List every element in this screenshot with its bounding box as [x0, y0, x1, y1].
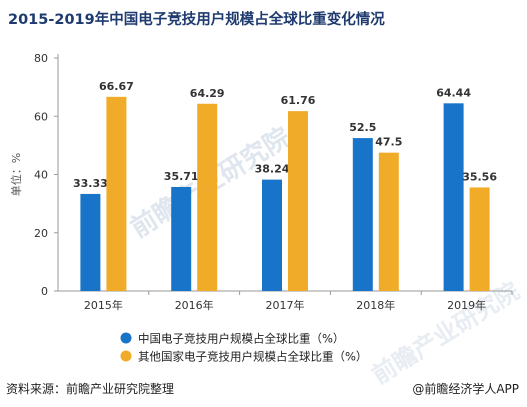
x-tick-label: 2016年	[175, 298, 214, 312]
y-tick-label: 40	[34, 169, 48, 182]
x-tick-label: 2017年	[266, 298, 305, 312]
y-tick-label: 20	[34, 227, 48, 240]
legend-label: 其他国家电子竞技用户规模占全球比重（%）	[138, 350, 367, 364]
data-label: 61.76	[281, 94, 316, 107]
source-note: 资料来源：前瞻产业研究院整理	[6, 382, 175, 396]
data-label: 64.29	[190, 87, 225, 100]
watermark-text-2: 前瞻产业研究院	[367, 277, 524, 390]
bar-china	[443, 103, 464, 291]
x-tick-label: 2019年	[447, 298, 486, 312]
legend-label: 中国电子竞技用户规模占全球比重（%）	[138, 332, 344, 346]
legend-marker	[120, 332, 132, 344]
bar-china	[171, 186, 192, 291]
credit-note: @前瞻经济学人APP	[412, 382, 519, 396]
data-label: 35.56	[462, 170, 497, 183]
y-axis-label: 单位：%	[9, 153, 23, 196]
bar-other	[288, 111, 308, 292]
bar-other	[197, 103, 218, 291]
bar-china	[80, 193, 101, 291]
x-tick-label: 2015年	[84, 298, 123, 312]
data-label: 33.33	[73, 177, 108, 190]
bar-other	[469, 187, 490, 291]
y-tick-label: 0	[41, 285, 48, 298]
data-label: 35.71	[164, 170, 199, 183]
bar-other	[106, 96, 127, 291]
x-tick-label: 2018年	[356, 298, 395, 312]
y-tick-label: 80	[34, 52, 48, 65]
data-label: 38.24	[255, 163, 290, 176]
data-label: 66.67	[99, 80, 134, 93]
data-label: 64.44	[436, 86, 471, 99]
bar-china	[262, 179, 282, 291]
data-label: 52.5	[349, 121, 376, 134]
bar-other	[378, 152, 399, 291]
legend-marker	[120, 350, 132, 362]
bar-china	[352, 138, 373, 291]
data-label: 47.5	[375, 136, 402, 149]
y-tick-label: 60	[34, 110, 48, 123]
chart-title: 2015-2019年中国电子竞技用户规模占全球比重变化情况	[8, 12, 385, 28]
